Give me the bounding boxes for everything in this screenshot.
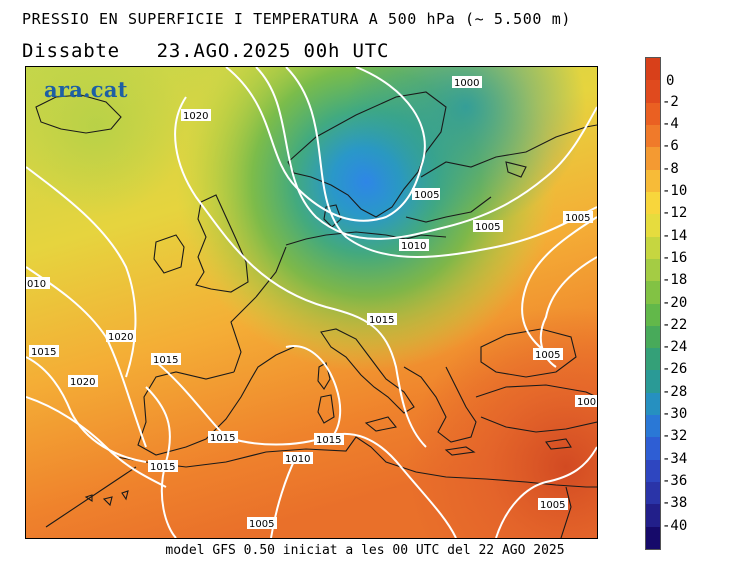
colorbar-segment — [646, 482, 660, 505]
colorbar-tick-label: -22 — [662, 316, 688, 333]
colorbar-segment — [646, 370, 660, 394]
colorbar-tick-label: -40 — [662, 517, 688, 534]
isobar-label: 1020 — [183, 111, 208, 122]
isobar-label: 1015 — [210, 433, 235, 444]
isobar-label: 1015 — [316, 435, 341, 446]
colorbar-segment — [646, 459, 660, 483]
isobar-label: 1010 — [285, 454, 310, 465]
colorbar-segment — [646, 124, 660, 148]
isobar-label: 1005 — [565, 213, 590, 224]
colorbar-segment — [646, 504, 660, 528]
colorbar-tick-label: -16 — [662, 249, 688, 266]
colorbar-segment — [646, 236, 660, 260]
isobar-label: 1005 — [535, 350, 560, 361]
colorbar-tick-label: -10 — [662, 182, 688, 199]
colorbar-tick-label: -38 — [662, 495, 688, 512]
colorbar-segment — [646, 281, 660, 304]
colorbar-tick-label: 0 — [666, 73, 675, 90]
colorbar-segment — [646, 102, 660, 126]
isobar-label: 1000 — [454, 78, 479, 89]
isobar-label: 1015 — [153, 355, 178, 366]
date-label: 23.AGO.2025 00h UTC — [156, 40, 390, 62]
colorbar-segment — [646, 258, 660, 282]
isobar-label: 1005 — [540, 500, 565, 511]
colorbar-segment — [646, 325, 660, 349]
colorbar-segment — [646, 348, 660, 371]
isobar-label: 1015 — [31, 347, 56, 358]
colorbar-segment — [646, 58, 660, 81]
colorbar-tick-label: -12 — [662, 205, 688, 222]
isobar-label: 1010 — [430, 190, 455, 201]
isobar-label: 1005 — [249, 519, 274, 530]
chart-title: PRESSIO EN SUPERFICIE I TEMPERATURA A 50… — [22, 10, 571, 28]
colorbar-tick-label: -20 — [662, 294, 688, 311]
colorbar-tick-label: -2 — [662, 93, 679, 110]
colorbar-segment — [646, 214, 660, 238]
model-info: model GFS 0.50 iniciat a les 00 UTC del … — [165, 543, 565, 558]
colorbar-tick-label: -30 — [662, 406, 688, 423]
isobars — [26, 67, 597, 538]
chart-datetime: Dissabte 23.AGO.2025 00h UTC — [22, 40, 389, 62]
colorbar-tick-label: -32 — [662, 428, 688, 445]
isobar-labels: 1000 1005 1005 1010 010 1015 1020 1020 1… — [26, 76, 597, 530]
temperature-colorbar — [645, 57, 661, 550]
isobar-label: 010 — [27, 279, 46, 290]
coastlines — [35, 91, 597, 538]
day-label: Dissabte — [22, 40, 120, 62]
colorbar-segment — [646, 526, 660, 550]
colorbar-segment — [646, 191, 660, 215]
isobar-label: 1020 — [70, 377, 95, 388]
colorbar-segment — [646, 415, 660, 438]
colorbar-tick-label: -26 — [662, 361, 688, 378]
colorbar-segment — [646, 147, 660, 171]
isobar-label: 1015 — [369, 315, 394, 326]
colorbar-tick-label: -18 — [662, 272, 688, 289]
isobar-label: 100 — [577, 397, 596, 408]
colorbar-tick-label: -6 — [662, 138, 679, 155]
colorbar-segment — [646, 303, 660, 327]
colorbar-tick-label: -34 — [662, 450, 688, 467]
araccat-logo: ara.cat — [44, 77, 128, 102]
isobar-label: 1020 — [108, 332, 133, 343]
isobar-label: 1005 — [414, 190, 439, 201]
colorbar-tick-label: -36 — [662, 473, 688, 490]
isobar-label: 1010 — [401, 241, 426, 252]
colorbar-segment — [646, 437, 660, 461]
colorbar-tick-label: -8 — [662, 160, 679, 177]
colorbar-tick-label: -14 — [662, 227, 688, 244]
colorbar-tick-label: -4 — [662, 115, 679, 132]
colorbar-segment — [646, 169, 660, 193]
isobar-label: 1005 — [475, 222, 500, 233]
colorbar-segment — [646, 392, 660, 416]
isobar-label: 1015 — [150, 462, 175, 473]
weather-map: 1000 1005 1005 1010 010 1015 1020 1020 1… — [25, 66, 598, 539]
colorbar-segment — [646, 80, 660, 104]
colorbar-tick-label: -24 — [662, 339, 688, 356]
colorbar-tick-label: -28 — [662, 383, 688, 400]
